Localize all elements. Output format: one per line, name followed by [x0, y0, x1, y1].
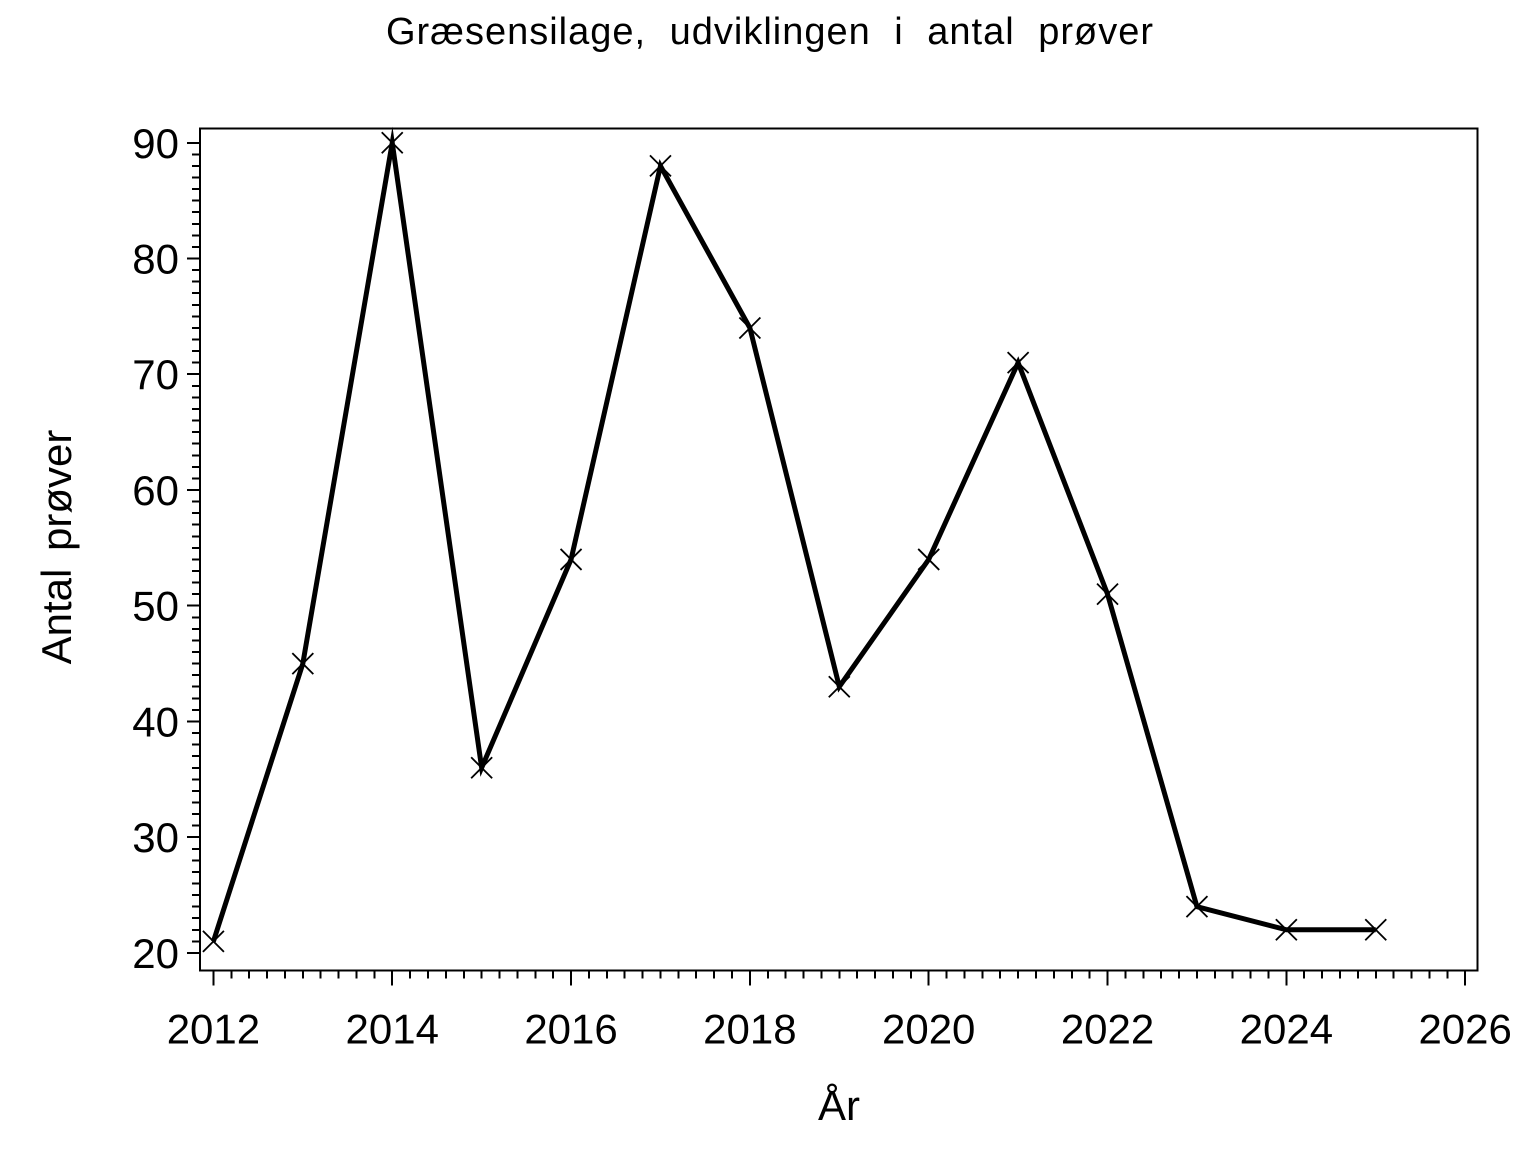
x-tick-label-2014: 2014 — [346, 1005, 439, 1052]
x-tick-label-2016: 2016 — [524, 1005, 617, 1052]
y-tick-label-20: 20 — [132, 930, 179, 977]
y-tick-label-80: 80 — [132, 236, 179, 283]
data-marker-x-2014 — [381, 131, 404, 154]
y-tick-label-40: 40 — [132, 698, 179, 745]
y-tick-label-90: 90 — [132, 120, 179, 167]
data-marker-x-2013 — [291, 652, 314, 675]
data-marker-x-2022 — [1096, 583, 1119, 606]
x-axis-title: År — [818, 1082, 860, 1129]
y-tick-label-70: 70 — [132, 351, 179, 398]
y-tick-label-60: 60 — [132, 467, 179, 514]
data-marker-x-2021 — [1006, 351, 1030, 374]
data-marker-x-2019 — [828, 675, 851, 698]
x-tick-label-2020: 2020 — [882, 1005, 975, 1052]
y-tick-label-30: 30 — [132, 814, 179, 861]
data-marker-x-2020 — [917, 548, 940, 571]
x-tick-label-2022: 2022 — [1061, 1005, 1154, 1052]
data-marker-x-2018 — [738, 316, 762, 340]
plot-frame — [199, 127, 1479, 972]
chart-title: Græsensilage, udviklingen i antal prøver — [385, 11, 1155, 53]
x-tick-label-2018: 2018 — [703, 1005, 796, 1052]
data-marker-x-2023 — [1185, 895, 1209, 918]
data-marker-x-2025 — [1364, 918, 1387, 941]
x-tick-label-2024: 2024 — [1240, 1005, 1333, 1052]
data-marker-x-2016 — [559, 548, 583, 571]
data-marker-x-2015 — [470, 756, 493, 779]
data-line — [211, 126, 1376, 943]
y-tick-label-50: 50 — [132, 583, 179, 630]
x-tick-label-2026: 2026 — [1418, 1005, 1511, 1052]
x-tick-label-2012: 2012 — [167, 1005, 260, 1052]
data-marker-x-2024 — [1275, 918, 1298, 941]
data-marker-x-2017 — [649, 154, 672, 178]
data-marker-x-2012 — [202, 930, 225, 953]
